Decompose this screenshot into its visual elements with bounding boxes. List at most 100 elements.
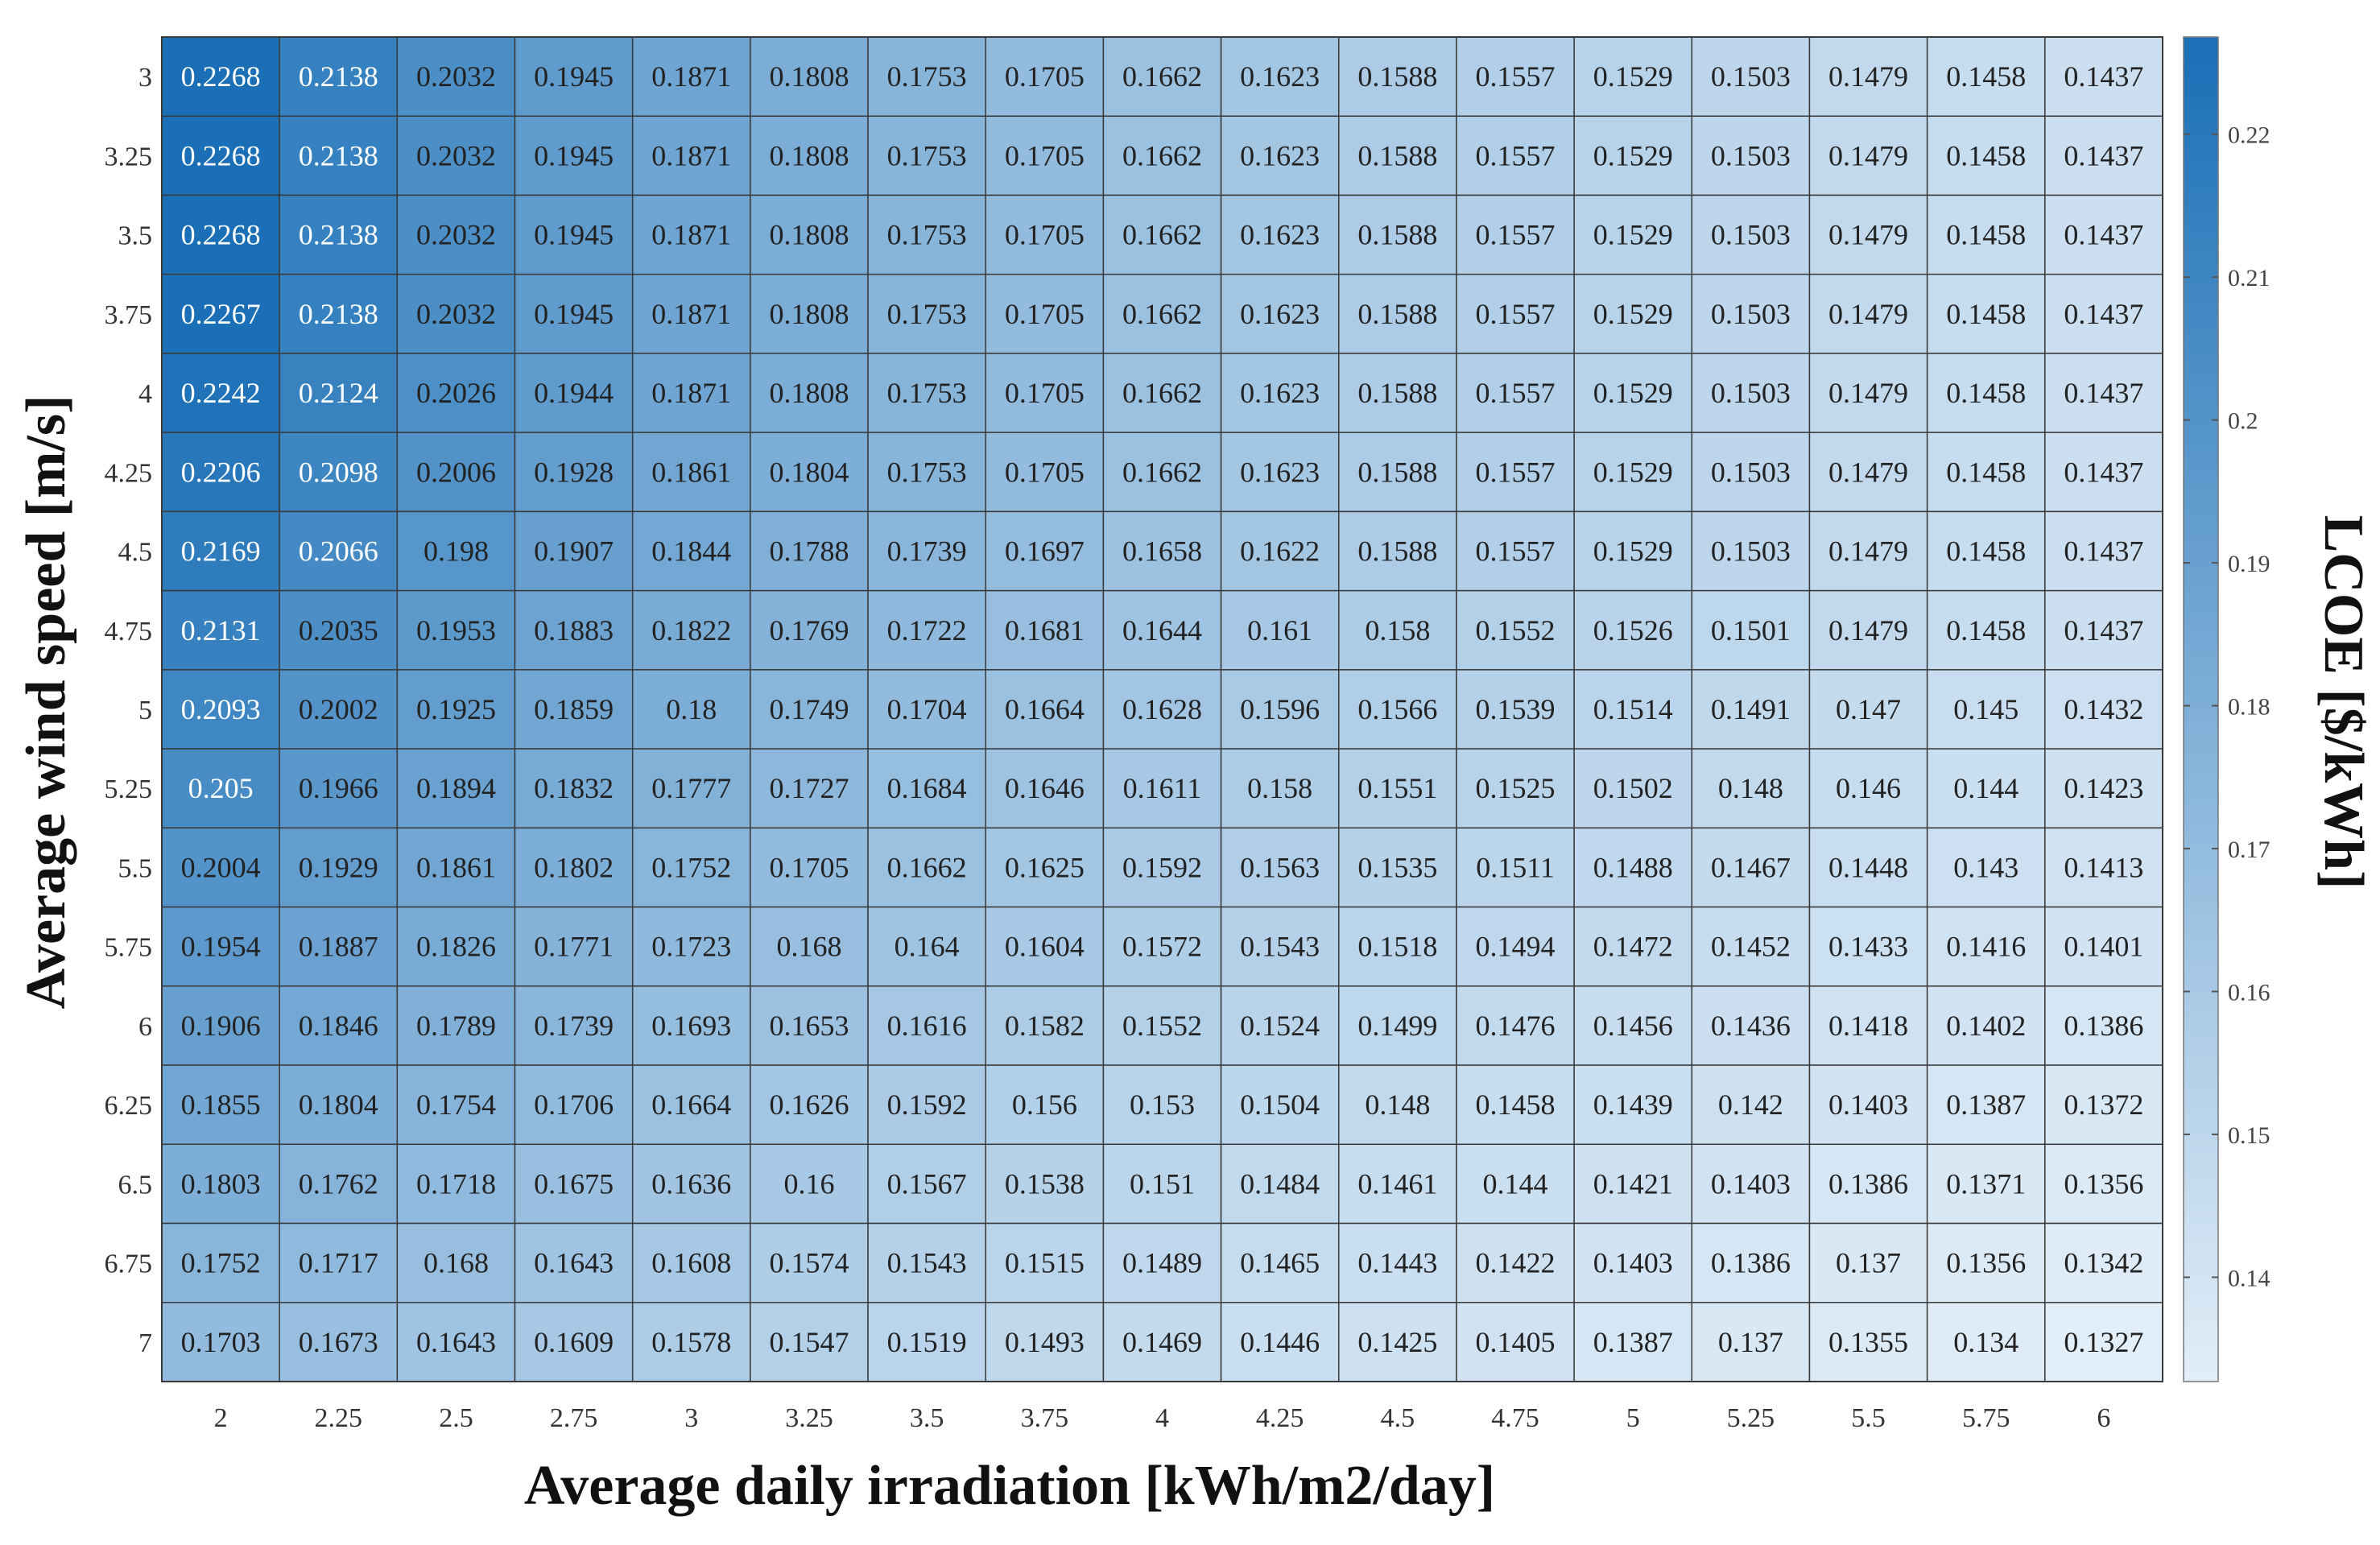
heatmap-cell-value: 0.1749 bbox=[769, 693, 849, 725]
heatmap-cell-value: 0.148 bbox=[1718, 772, 1783, 804]
y-tick-label: 4.5 bbox=[118, 538, 153, 568]
heatmap-cell-value: 0.1479 bbox=[1828, 298, 1908, 330]
heatmap-cell bbox=[867, 1143, 986, 1225]
heatmap-cell bbox=[1102, 194, 1222, 275]
heatmap-cell bbox=[1456, 36, 1575, 117]
heatmap-cell-value: 0.1458 bbox=[1946, 456, 2026, 488]
heatmap-cell-value: 0.2004 bbox=[181, 851, 261, 883]
y-axis-label: Average wind speed [m/s] bbox=[15, 395, 77, 1010]
heatmap-cell bbox=[1456, 589, 1575, 671]
heatmap-cell-value: 0.1479 bbox=[1828, 377, 1908, 409]
heatmap-cell-value: 0.1479 bbox=[1828, 139, 1908, 171]
heatmap-cell bbox=[631, 985, 751, 1066]
heatmap-cell bbox=[631, 1222, 751, 1303]
heatmap-cell-value: 0.1588 bbox=[1357, 456, 1437, 488]
heatmap-cell-value: 0.1386 bbox=[1711, 1247, 1791, 1279]
heatmap-cell bbox=[1456, 906, 1575, 987]
heatmap-cell bbox=[1808, 432, 1928, 513]
heatmap-cell bbox=[1691, 985, 1811, 1066]
heatmap-cell bbox=[1808, 589, 1928, 671]
heatmap-cell bbox=[985, 36, 1105, 117]
heatmap-cell bbox=[750, 985, 869, 1066]
colorbar: 0.14 0.15 0.16 0.17 0.18 0.19 0.2 0.21 0.22 bbox=[2183, 36, 2271, 1382]
heatmap-cell-value: 0.1543 bbox=[887, 1247, 967, 1279]
heatmap-cell-value: 0.1662 bbox=[1122, 377, 1202, 409]
heatmap-cell-value: 0.1401 bbox=[2064, 931, 2143, 963]
heatmap-cell-value: 0.143 bbox=[1953, 851, 2018, 883]
heatmap-cell bbox=[1691, 510, 1811, 592]
heatmap-frame bbox=[161, 36, 2163, 1382]
heatmap-cell-value: 0.1871 bbox=[651, 377, 731, 409]
heatmap-cell-value: 0.1887 bbox=[299, 931, 378, 963]
heatmap-cell-value: 0.1753 bbox=[887, 139, 967, 171]
heatmap-cell-value: 0.145 bbox=[1953, 693, 2018, 725]
heatmap-cell bbox=[1456, 432, 1575, 513]
heatmap-cell bbox=[514, 748, 634, 829]
heatmap-cell bbox=[1102, 1143, 1222, 1225]
heatmap-cell-value: 0.1588 bbox=[1357, 219, 1437, 251]
heatmap-cell-value: 0.1945 bbox=[534, 139, 614, 171]
heatmap-cell-value: 0.1458 bbox=[1946, 377, 2026, 409]
heatmap-cell-value: 0.1592 bbox=[1122, 851, 1202, 883]
heatmap-cell-value: 0.1604 bbox=[1005, 931, 1085, 963]
heatmap-cell bbox=[867, 589, 986, 671]
heatmap-cell bbox=[161, 1143, 280, 1225]
heatmap-cell bbox=[1573, 1222, 1693, 1303]
heatmap-cell-value: 0.1479 bbox=[1828, 219, 1908, 251]
heatmap-cell bbox=[631, 36, 751, 117]
heatmap-cell-value: 0.1355 bbox=[1828, 1326, 1908, 1358]
heatmap-cell-value: 0.1529 bbox=[1593, 377, 1673, 409]
x-tick-label: 2.25 bbox=[315, 1403, 363, 1433]
heatmap-cell-value: 0.1705 bbox=[1005, 219, 1085, 251]
heatmap-cell bbox=[396, 748, 516, 829]
heatmap-cell-value: 0.1503 bbox=[1711, 298, 1791, 330]
heatmap-cell-value: 0.1518 bbox=[1357, 931, 1437, 963]
heatmap-cell-value: 0.1628 bbox=[1122, 693, 1202, 725]
heatmap-cell-value: 0.1458 bbox=[1946, 60, 2026, 93]
heatmap-cell-value: 0.1448 bbox=[1828, 851, 1908, 883]
x-tick-label: 4.5 bbox=[1381, 1403, 1415, 1433]
heatmap-cell bbox=[2044, 432, 2163, 513]
heatmap-cell bbox=[750, 432, 869, 513]
heatmap-cell-value: 0.1327 bbox=[2064, 1326, 2143, 1358]
heatmap-cell bbox=[631, 906, 751, 987]
heatmap-cell-value: 0.1547 bbox=[769, 1326, 849, 1358]
heatmap-cell-value: 0.147 bbox=[1836, 693, 1901, 725]
heatmap-cell bbox=[1456, 1302, 1575, 1382]
heatmap-cell bbox=[514, 1222, 634, 1303]
heatmap-cell-value: 0.1437 bbox=[2064, 219, 2143, 251]
heatmap-cell bbox=[396, 589, 516, 671]
heatmap-cell-value: 0.1479 bbox=[1828, 614, 1908, 647]
heatmap-cell bbox=[750, 510, 869, 592]
heatmap-cell-value: 0.1703 bbox=[181, 1326, 261, 1358]
heatmap-cell-value: 0.1944 bbox=[534, 377, 614, 409]
x-tick-label: 6 bbox=[2097, 1403, 2110, 1433]
heatmap-cell bbox=[1456, 985, 1575, 1066]
heatmap-cell bbox=[750, 1222, 869, 1303]
heatmap-cell-value: 0.1502 bbox=[1593, 772, 1673, 804]
heatmap-cell bbox=[1102, 432, 1222, 513]
heatmap-cell bbox=[631, 1064, 751, 1146]
heatmap-cell-value: 0.1501 bbox=[1711, 614, 1791, 647]
heatmap-cell bbox=[1220, 669, 1340, 750]
heatmap-cell bbox=[1691, 748, 1811, 829]
heatmap-cell-value: 0.1504 bbox=[1240, 1089, 1320, 1121]
heatmap-cell-value: 0.1753 bbox=[887, 219, 967, 251]
heatmap-cell-value: 0.1611 bbox=[1123, 772, 1202, 804]
heatmap-cell-value: 0.2026 bbox=[416, 377, 496, 409]
y-tick-label: 6 bbox=[138, 1012, 152, 1042]
heatmap-cell-value: 0.1644 bbox=[1122, 614, 1202, 647]
heatmap-cell-value: 0.1437 bbox=[2064, 614, 2143, 647]
heatmap-cell-value: 0.137 bbox=[1836, 1247, 1901, 1279]
heatmap-cell-value: 0.1883 bbox=[534, 614, 614, 647]
heatmap-cell bbox=[514, 194, 634, 275]
x-tick-label: 2.75 bbox=[550, 1403, 598, 1433]
heatmap-cell-value: 0.2138 bbox=[299, 219, 378, 251]
heatmap-cell-value: 0.1578 bbox=[651, 1326, 731, 1358]
heatmap-cell bbox=[985, 1143, 1105, 1225]
heatmap-cell-value: 0.1476 bbox=[1476, 1010, 1556, 1042]
heatmap-cell bbox=[161, 194, 280, 275]
heatmap-cell-value: 0.1705 bbox=[1005, 377, 1085, 409]
heatmap-cell bbox=[1808, 194, 1928, 275]
heatmap-cell-value: 0.1861 bbox=[651, 456, 731, 488]
